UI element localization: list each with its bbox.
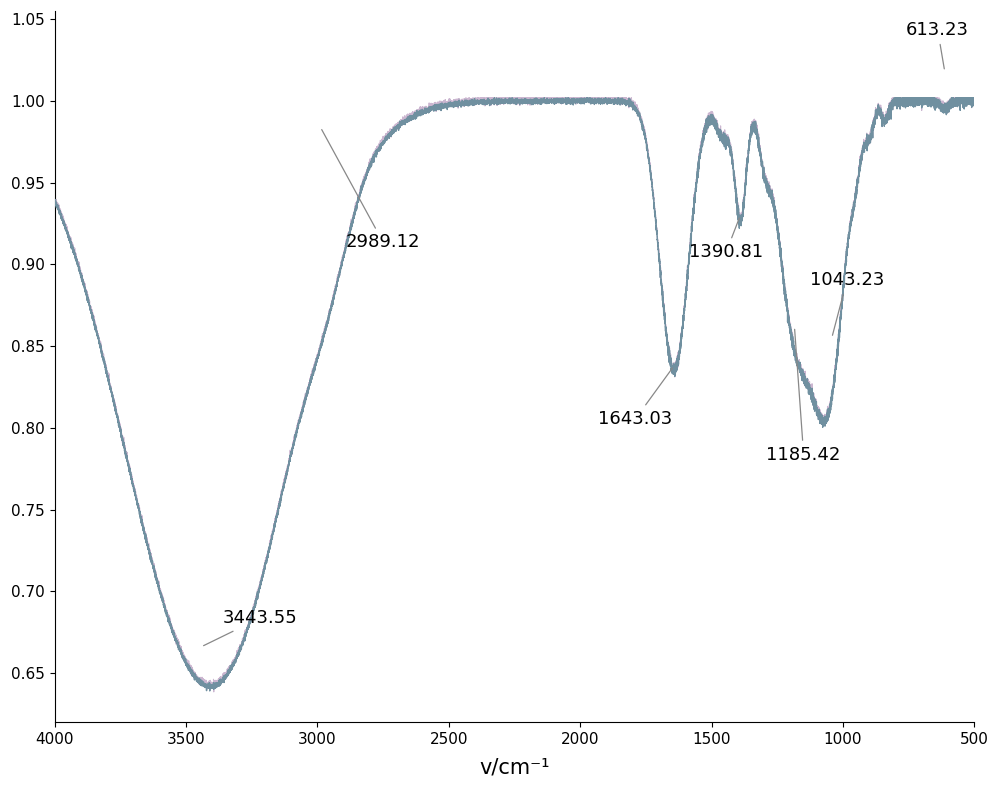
- Text: 613.23: 613.23: [906, 21, 969, 69]
- Text: 3443.55: 3443.55: [204, 609, 297, 645]
- Text: 2989.12: 2989.12: [322, 129, 420, 252]
- Text: 1185.42: 1185.42: [766, 329, 841, 464]
- Text: 1643.03: 1643.03: [598, 368, 673, 428]
- Text: 1390.81: 1390.81: [689, 218, 763, 261]
- Text: 1043.23: 1043.23: [810, 271, 884, 335]
- X-axis label: v/cm⁻¹: v/cm⁻¹: [479, 758, 550, 778]
